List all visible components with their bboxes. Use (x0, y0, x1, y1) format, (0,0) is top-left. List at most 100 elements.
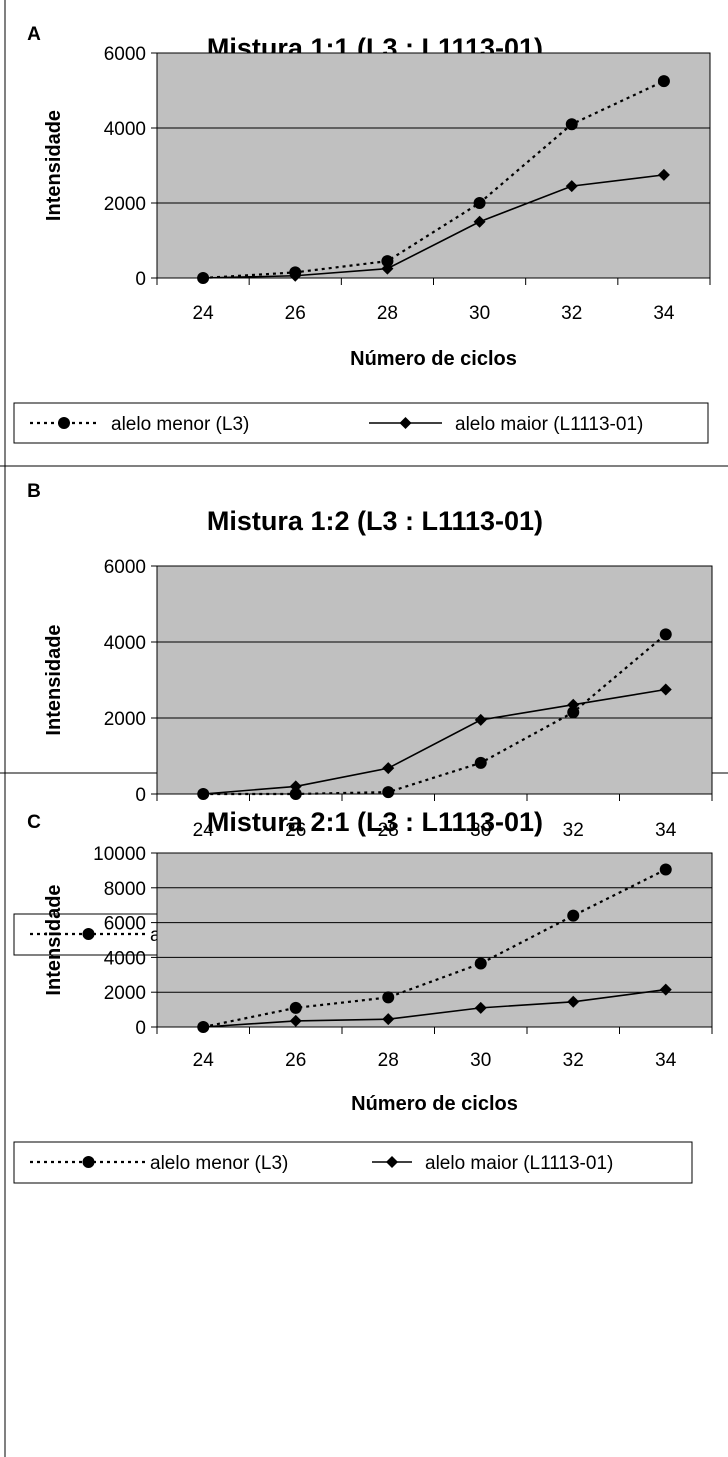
data-point (474, 957, 487, 970)
legend-box (13, 402, 709, 444)
x-tick-label: 26 (285, 303, 306, 324)
data-point (197, 272, 210, 284)
data-point (289, 1001, 302, 1014)
data-point (382, 1013, 395, 1026)
data-point (289, 269, 302, 282)
chart-panel-c: C Mistura 2:1 (L3 : L1113-01) 0 2000 4000 600… (13, 807, 713, 1184)
legend-marker (386, 1156, 398, 1168)
y-tick-label: 2000 (104, 709, 146, 730)
legend-label: alelo maior (L1113-01) (425, 1153, 613, 1174)
y-tick-label: 0 (135, 1018, 146, 1039)
data-point (474, 713, 487, 726)
data-point (659, 983, 672, 996)
data-point (473, 197, 486, 209)
y-tick-label: 10000 (93, 844, 146, 865)
series-line (203, 174, 665, 279)
y-axis-label: Intensidade (43, 884, 65, 995)
series-line (203, 868, 667, 1029)
x-axis-label: Número de ciclos (351, 1093, 518, 1115)
x-tick-label: 24 (193, 303, 215, 324)
x-tick-label: 30 (470, 820, 491, 841)
x-axis-label: Número de ciclos (350, 348, 517, 370)
data-point (382, 762, 395, 775)
data-point (381, 255, 394, 268)
data-point (474, 756, 487, 769)
series-alelo-maior (197, 683, 672, 800)
data-point (289, 788, 302, 800)
legend-label: alelo maior (L1113-01) (455, 414, 643, 435)
y-tick-label: 4000 (104, 633, 146, 654)
chart-panel-a: A Mistura 1:1 (L3 : L1113-01)020004000600… (13, 24, 711, 444)
x-tick-label: 34 (655, 1050, 677, 1071)
data-point (565, 180, 578, 193)
data-point (565, 118, 578, 131)
x-tick-label: 32 (563, 820, 584, 841)
y-tick-label: 0 (135, 269, 146, 290)
x-tick-label: 30 (470, 1050, 491, 1071)
chart-title: Mistura 1:2 (L3 : L1113-01) (207, 506, 543, 536)
panel-label: B (27, 481, 41, 502)
y-axis-label: Intensidade (43, 624, 65, 735)
x-tick-label: 28 (377, 303, 398, 324)
data-point (382, 786, 395, 799)
legend: alelo menor (L3) alelo maior (L1113-01) (13, 1141, 693, 1184)
legend-label: alelo menor (L3) (111, 414, 249, 435)
data-point (659, 683, 672, 696)
legend-marker (82, 1156, 95, 1168)
x-tick-label: 30 (469, 303, 490, 324)
data-point (567, 995, 580, 1008)
y-tick-label: 6000 (104, 557, 146, 578)
data-point (289, 1014, 302, 1027)
x-tick-label: 34 (653, 303, 675, 324)
legend-label: alelo menor (L3) (150, 1153, 288, 1174)
y-tick-label: 4000 (104, 948, 146, 969)
data-point (659, 628, 672, 641)
series-line (203, 633, 667, 796)
x-tick-label: 28 (378, 820, 399, 841)
y-tick-label: 4000 (104, 119, 146, 140)
legend-marker (58, 417, 70, 429)
panel-label: A (27, 24, 41, 45)
data-point (382, 991, 395, 1004)
data-point (289, 780, 302, 793)
legend-marker (399, 417, 412, 429)
y-tick-label: 6000 (104, 44, 146, 65)
plot-area (156, 565, 713, 795)
x-tick-label: 26 (285, 1050, 306, 1071)
y-tick-label: 2000 (104, 194, 146, 215)
y-axis-label: Intensidade (43, 110, 65, 221)
series-line (203, 80, 665, 280)
y-tick-label: 2000 (104, 983, 146, 1004)
y-tick-label: 0 (135, 785, 146, 806)
legend: alelo menor (L3) alelo maior (L1113-01) (13, 402, 709, 444)
data-point (197, 788, 210, 800)
data-point (567, 706, 580, 719)
x-tick-label: 24 (193, 820, 215, 841)
x-tick-label: 28 (378, 1050, 399, 1071)
x-tick-label: 32 (561, 303, 582, 324)
plot-area (156, 52, 711, 279)
series-line (203, 688, 666, 795)
y-tick-label: 8000 (104, 879, 146, 900)
data-point (657, 75, 670, 88)
data-point (657, 168, 670, 181)
series-line (203, 988, 666, 1028)
x-tick-label: 34 (655, 820, 677, 841)
x-tick-label: 32 (563, 1050, 584, 1071)
x-tick-label: 26 (285, 820, 306, 841)
plot-area (156, 852, 713, 1028)
x-tick-label: 24 (193, 1050, 215, 1071)
data-point (567, 909, 580, 922)
legend-marker (82, 928, 95, 940)
legend-box (13, 1141, 693, 1184)
data-point (474, 1001, 487, 1014)
y-tick-label: 6000 (104, 914, 146, 935)
data-point (473, 215, 486, 228)
data-point (197, 1021, 210, 1033)
data-point (381, 262, 394, 275)
series-alelo-menor (197, 628, 672, 800)
series-alelo-maior (197, 168, 670, 284)
chart-title: Mistura 2:1 (L3 : L1113-01) (207, 807, 543, 837)
panel-label: C (27, 812, 41, 833)
